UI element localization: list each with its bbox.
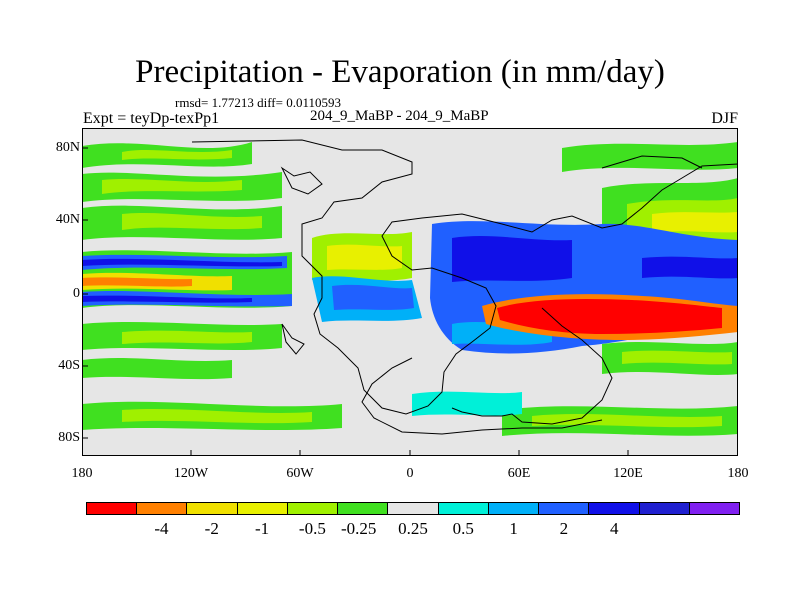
map-panel [82, 128, 738, 456]
field-patch [497, 298, 722, 334]
colorbar-label: 2 [559, 519, 569, 538]
field-patch [332, 284, 414, 310]
continent-outline [191, 139, 738, 415]
field-patch [82, 358, 232, 380]
colorbar-swatch [438, 503, 489, 514]
colorbar-swatch [87, 503, 138, 514]
field-patch [532, 414, 722, 428]
field-patch [622, 350, 732, 365]
island-outline [280, 166, 323, 195]
lon-label-60w: 60W [286, 466, 314, 481]
land-outlines [191, 139, 738, 435]
colorbar-swatch [639, 503, 690, 514]
colorbar-swatch [388, 503, 439, 514]
colorbar-label: -0.5 [298, 519, 326, 538]
field-patch [82, 295, 252, 303]
continent-outline [361, 357, 603, 435]
colorbar-swatch [539, 503, 590, 514]
lat-label-80s: 80S [58, 430, 80, 445]
field-patch [122, 409, 312, 424]
field-patch [102, 179, 242, 194]
lon-label-120w: 120W [173, 466, 209, 481]
field-patch [327, 244, 402, 270]
colorbar-swatch [287, 503, 339, 514]
colorbar-label: 4 [609, 519, 619, 538]
runs-label: 204_9_MaBP - 204_9_MaBP [310, 108, 489, 124]
map-svg [82, 128, 738, 456]
colorbar-swatch [488, 503, 540, 514]
field-patch [122, 150, 232, 160]
colorbar-label: -1 [254, 519, 270, 538]
colorbar-swatch [137, 503, 188, 514]
colorbar-swatch [338, 503, 389, 514]
field-patch [82, 258, 282, 267]
continent-outline [601, 155, 703, 169]
stats-text: rmsd= 1.77213 diff= 0.0110593 [175, 95, 341, 110]
lat-label-40s: 40S [58, 358, 80, 373]
lon-label-120e: 120E [613, 466, 643, 481]
lon-label-60e: 60E [507, 466, 531, 481]
colorbar-label: -2 [204, 519, 219, 538]
field-patch [652, 212, 738, 234]
lat-label-40n: 40N [55, 212, 80, 227]
colorbar-label: 0.5 [452, 519, 474, 538]
colorbar-swatch [589, 503, 640, 514]
colorbar-label: 0.25 [398, 519, 428, 538]
colorbar-swatch [689, 503, 740, 514]
plot-title: Precipitation - Evaporation (in mm/day) [135, 54, 665, 90]
lon-label-180e: 180 [727, 466, 749, 481]
island-outline [281, 323, 305, 355]
colorbar-label: -0.25 [340, 519, 377, 538]
experiment-label: Expt = teyDp-texPp1 [83, 110, 220, 127]
field-patch [452, 236, 572, 282]
lon-label-0: 0 [406, 466, 414, 481]
field-patch [562, 142, 738, 172]
colorbar-swatch [237, 503, 288, 514]
lon-label-180w: 180 [71, 466, 93, 481]
field-patch [82, 277, 192, 287]
field-patch [412, 391, 522, 416]
lat-label-80n: 80N [55, 140, 80, 155]
field-patch [122, 213, 262, 230]
colorbar-label: -4 [154, 519, 169, 538]
lat-label-0: 0 [73, 286, 80, 301]
axis-ticks [82, 147, 629, 456]
season-label: DJF [711, 110, 738, 127]
continent-outline [451, 307, 613, 425]
field-patch [122, 330, 252, 344]
colorbar-swatch [187, 503, 238, 514]
colorbar-label: 1 [509, 519, 518, 538]
colorbar [86, 502, 740, 515]
field-patch [642, 256, 738, 279]
